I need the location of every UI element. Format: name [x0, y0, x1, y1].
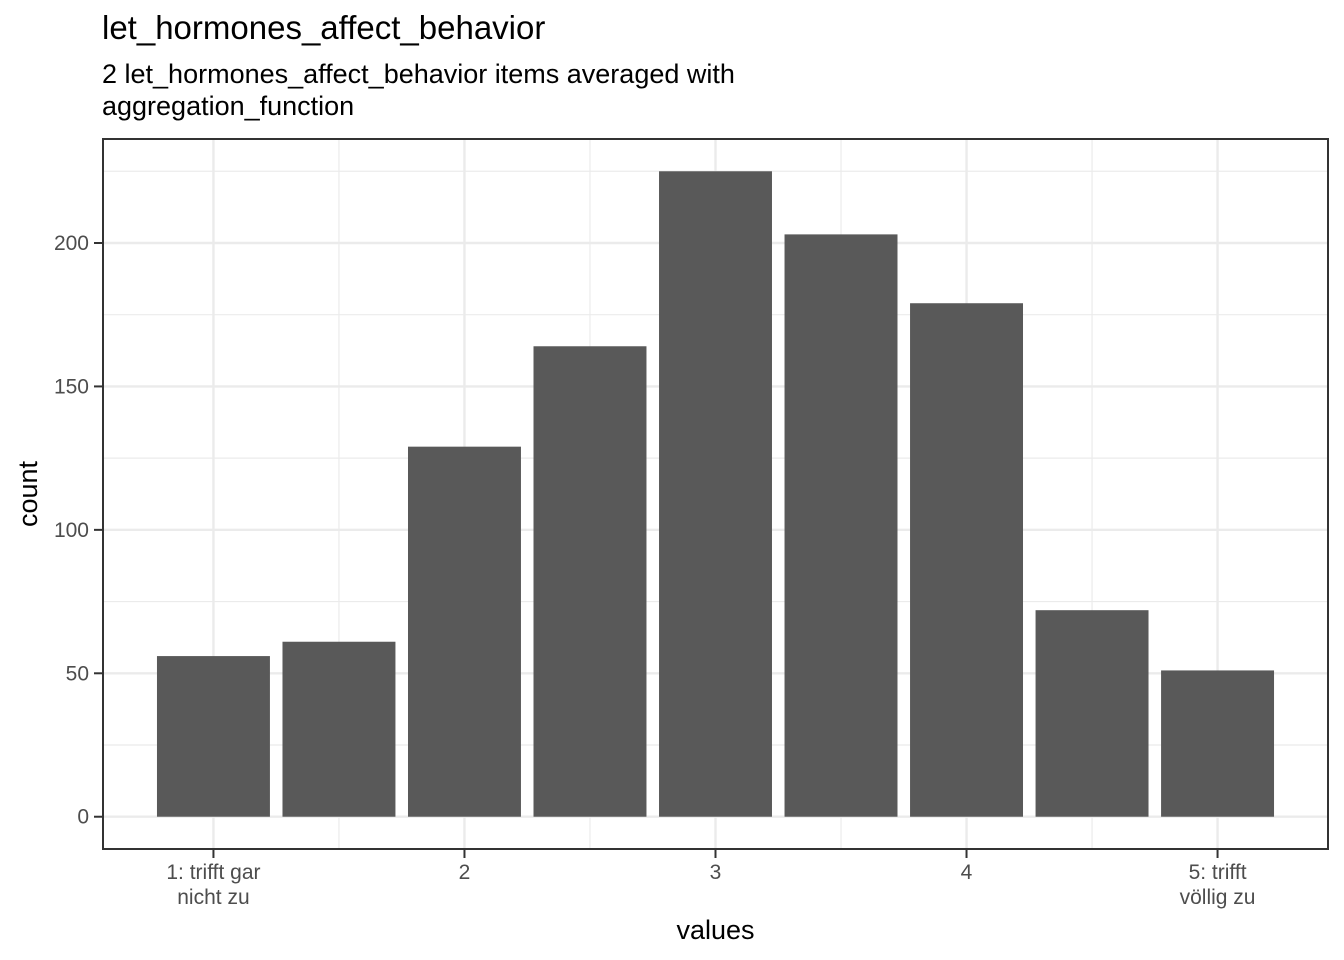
- y-axis: 0 50 100 150 200: [54, 232, 103, 829]
- bar: [784, 234, 898, 817]
- bar: [282, 641, 396, 817]
- x-tick-label: 4: [961, 861, 973, 884]
- x-tick-label: 2: [459, 861, 471, 884]
- y-tick-label: 150: [54, 375, 89, 398]
- x-axis-title: values: [676, 915, 754, 945]
- x-tick-label: 5: trifft völlig zu: [1180, 861, 1256, 909]
- chart-subtitle: 2 let_hormones_affect_behavior items ave…: [102, 59, 735, 121]
- bar: [910, 303, 1024, 817]
- bar: [533, 346, 647, 817]
- y-tick-label: 100: [54, 519, 89, 542]
- y-tick-label: 50: [66, 662, 89, 685]
- bar: [156, 656, 270, 817]
- y-axis-title: count: [13, 460, 43, 527]
- bar: [1035, 610, 1149, 817]
- y-tick-label: 200: [54, 232, 89, 255]
- x-axis: 1: trifft gar nicht zu 2 3 4 5: trifft völlig …: [166, 849, 1255, 909]
- bar: [1161, 670, 1275, 817]
- y-tick-label: 0: [77, 806, 89, 829]
- bar: [407, 446, 521, 817]
- x-tick-label: 3: [710, 861, 722, 884]
- x-tick-label: 1: trifft gar nicht zu: [166, 861, 260, 909]
- chart-title: let_hormones_affect_behavior: [102, 9, 546, 46]
- bar: [659, 171, 772, 817]
- bars: [156, 171, 1275, 817]
